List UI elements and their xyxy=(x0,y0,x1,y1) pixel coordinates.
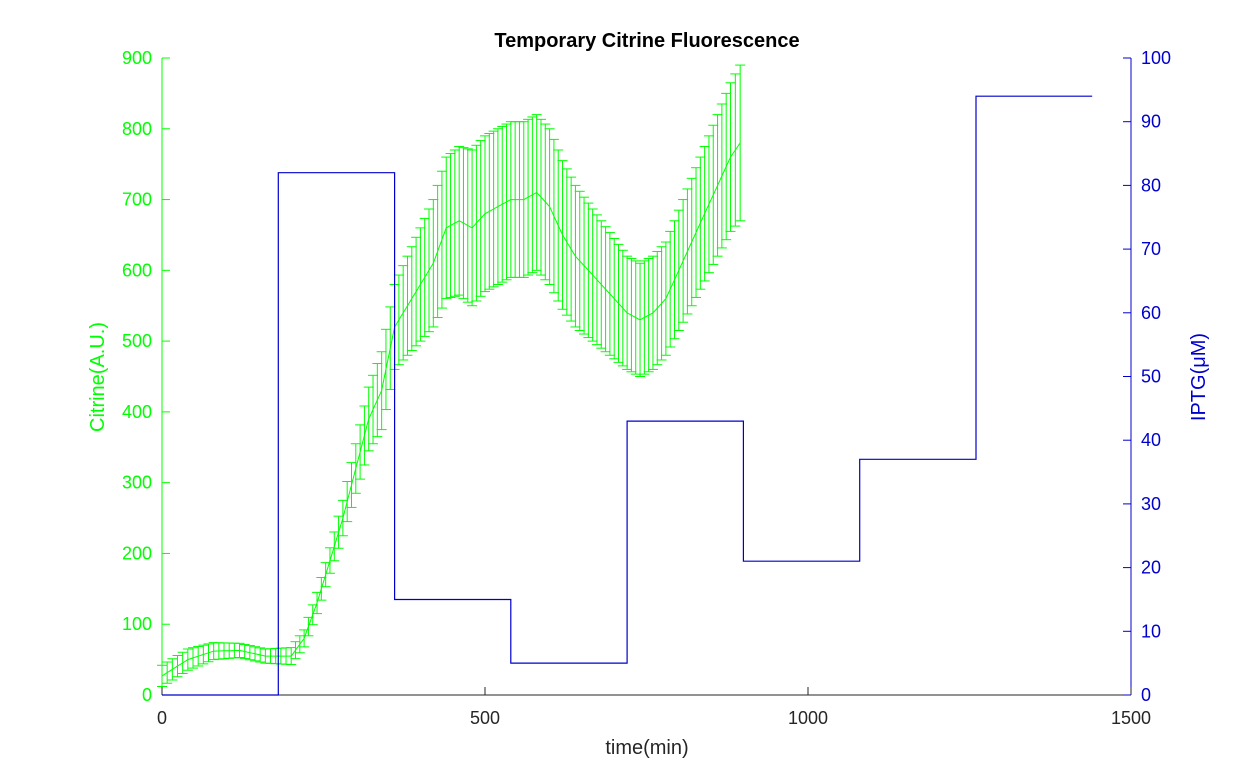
right-y-tick-label: 60 xyxy=(1141,303,1161,323)
plot-area: 0 500 1000 15000100200300400500600700800900… xyxy=(122,48,1171,728)
right-y-axis-label: IPTG(μM) xyxy=(1188,333,1210,421)
left-y-tick-label: 0 xyxy=(142,685,152,705)
left-y-tick-label: 100 xyxy=(122,614,152,634)
left-y-axis-label: Citrine(A.U.) xyxy=(87,322,109,432)
right-y-tick-label: 50 xyxy=(1141,367,1161,387)
citrine-series xyxy=(157,64,746,688)
left-y-tick-label: 700 xyxy=(122,190,152,210)
iptg-step-line xyxy=(162,95,1093,696)
x-tick-label: 1500 xyxy=(1111,708,1151,728)
left-y-tick-label: 200 xyxy=(122,543,152,563)
x-tick-label: 500 xyxy=(470,708,500,728)
right-y-tick-label: 0 xyxy=(1141,685,1151,705)
x-tick-label: 1000 xyxy=(788,708,828,728)
x-tick-label: 0 xyxy=(157,708,167,728)
right-y-tick-label: 80 xyxy=(1141,175,1161,195)
right-y-tick-label: 90 xyxy=(1141,112,1161,132)
left-y-tick-label: 800 xyxy=(122,119,152,139)
right-y-tick-label: 100 xyxy=(1141,48,1171,68)
chart-title: Temporary Citrine Fluorescence xyxy=(494,30,799,52)
right-y-tick-label: 40 xyxy=(1141,430,1161,450)
x-axis-label: time(min) xyxy=(605,737,688,759)
right-y-tick-label: 30 xyxy=(1141,494,1161,514)
right-y-tick-label: 20 xyxy=(1141,558,1161,578)
right-y-tick-label: 70 xyxy=(1141,239,1161,259)
left-y-tick-label: 300 xyxy=(122,473,152,493)
left-y-tick-label: 600 xyxy=(122,260,152,280)
citrine-mean-line xyxy=(161,142,741,677)
left-y-tick-label: 400 xyxy=(122,402,152,422)
left-y-tick-label: 900 xyxy=(122,48,152,68)
left-y-tick-label: 500 xyxy=(122,331,152,351)
right-y-tick-label: 10 xyxy=(1141,621,1161,641)
